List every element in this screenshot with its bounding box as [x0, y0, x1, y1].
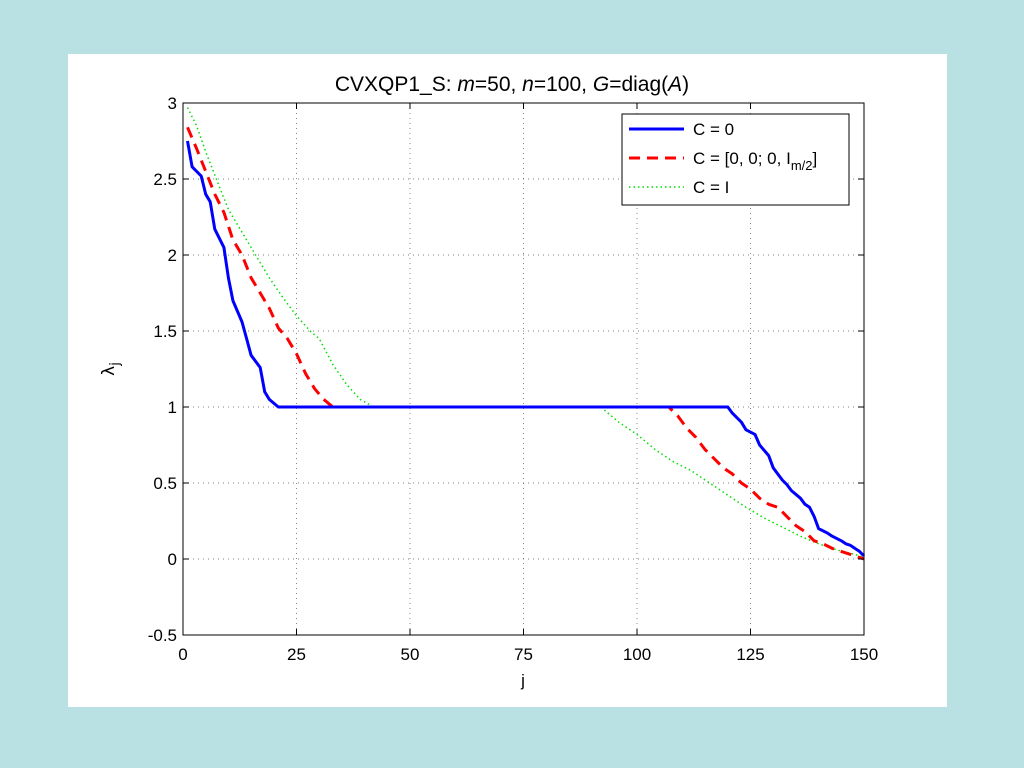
y-tick-label: 1 [168, 398, 177, 417]
y-tick-label: 3 [168, 94, 177, 113]
y-tick-label: 2.5 [153, 170, 177, 189]
x-tick-label: 150 [850, 645, 878, 664]
series-line-ci [186, 107, 865, 559]
x-tick-label: 125 [736, 645, 764, 664]
x-tick-label: 50 [401, 645, 420, 664]
line-chart: CVXQP1_S: m=50, n=100, G=diag(A) 0 25 50 75… [99, 73, 878, 690]
series-lines [186, 107, 866, 561]
x-axis-label: j [520, 671, 525, 690]
chart-title-part: m [457, 73, 475, 96]
chart-title-part: A [666, 73, 682, 96]
legend-label-cblock-close: ] [812, 149, 817, 168]
y-tick-label: 2 [168, 246, 177, 265]
y-tick-label: 1.5 [153, 322, 177, 341]
chart-title: CVXQP1_S: m=50, n=100, G=diag(A) [335, 73, 689, 96]
chart-title-part: G [593, 73, 609, 96]
y-tick-label: -0.5 [148, 626, 177, 645]
chart-title-part: =100, [534, 73, 593, 96]
x-tick-label: 0 [178, 645, 187, 664]
x-tick-label: 100 [623, 645, 651, 664]
chart-title-part: =50, [475, 73, 522, 96]
legend-label-cblock-main: C = [0, 0; 0, I [693, 149, 791, 168]
y-tick-label: 0.5 [153, 474, 177, 493]
chart-title-part: =diag( [609, 73, 668, 96]
chart-title-part: n [522, 73, 534, 96]
legend-label-c0: C = 0 [693, 120, 734, 139]
legend: C = 0 C = [0, 0; 0, Im/2] C = I [621, 113, 850, 206]
x-tick-label: 75 [514, 645, 533, 664]
legend-label-ci: C = I [693, 178, 729, 197]
figure-panel: CVXQP1_S: m=50, n=100, G=diag(A) 0 25 50 75… [68, 54, 947, 707]
y-axis-label: λj [99, 362, 123, 376]
series-line-c0 [186, 140, 866, 558]
y-tick-label: 0 [168, 550, 177, 569]
axis-ticks: 0 25 50 75 100 125 150-0.500.511.522.53 [148, 94, 878, 664]
legend-label-cblock-sub: m/2 [791, 158, 813, 173]
legend-label-cblock: C = [0, 0; 0, Im/2] [693, 149, 817, 173]
chart-title-part: CVXQP1_S: [335, 73, 458, 96]
chart-title-part: ) [682, 73, 689, 96]
y-axis-label-main: λ [99, 366, 119, 376]
x-tick-label: 25 [287, 645, 306, 664]
y-axis-label-sub: j [108, 362, 123, 367]
